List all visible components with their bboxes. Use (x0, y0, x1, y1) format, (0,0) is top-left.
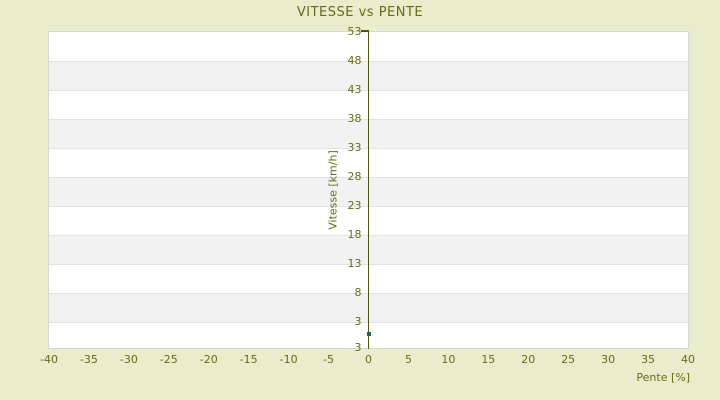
x-tick-label: -35 (79, 353, 98, 366)
x-tick-label: 25 (561, 353, 576, 366)
chart-title: VITESSE vs PENTE (296, 5, 424, 20)
y-tick-label: 38 (347, 111, 362, 125)
y-axis-top-tick (360, 30, 369, 32)
y-tick-label: 28 (347, 169, 362, 183)
x-tick-label: -15 (239, 353, 258, 366)
x-tick-label: 30 (601, 353, 616, 366)
y-tick-label: 33 (347, 140, 362, 154)
x-tick-label: 15 (481, 353, 496, 366)
y-tick-label: 43 (347, 82, 362, 96)
x-tick-label: 20 (521, 353, 536, 366)
y-tick-label: 3 (354, 341, 362, 354)
data-point (366, 331, 371, 336)
x-tick-label: 5 (404, 353, 412, 366)
x-tick-label: 35 (641, 353, 656, 366)
x-tick-label: -20 (199, 353, 218, 366)
x-tick-label: -10 (279, 353, 298, 366)
y-tick-label: 8 (354, 285, 362, 299)
y-tick-label: 3 (354, 314, 362, 328)
x-axis-label: Pente [%] (636, 371, 690, 384)
x-tick-label: -25 (159, 353, 178, 366)
y-tick-label: 53 (347, 25, 362, 38)
y-tick-label: 13 (347, 256, 362, 270)
x-tick-label: -30 (119, 353, 138, 366)
y-tick-label: 23 (347, 198, 362, 212)
x-tick-label: -5 (323, 353, 335, 366)
x-tick-label: 40 (681, 353, 695, 366)
x-tick-label: 10 (441, 353, 456, 366)
y-axis-line (367, 30, 370, 349)
y-tick-label: 48 (347, 53, 362, 67)
y-axis-label: Vitesse [km/h] (326, 150, 339, 230)
y-tick-label: 18 (347, 227, 362, 241)
x-tick-label: -40 (40, 353, 58, 366)
x-tick-label: 0 (365, 353, 372, 366)
